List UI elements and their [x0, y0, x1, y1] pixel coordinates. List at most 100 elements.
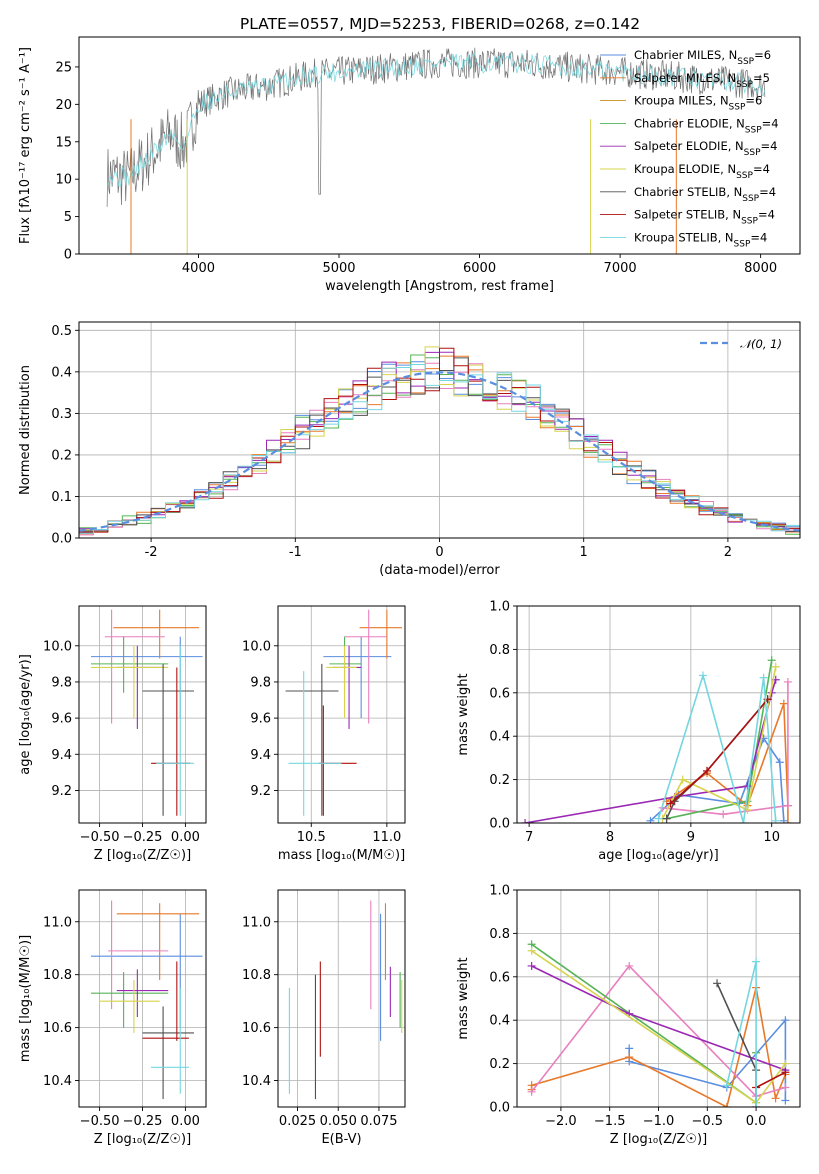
weight-marker [783, 819, 792, 823]
weight-marker [666, 799, 675, 808]
tick-label-x: 0.075 [360, 1114, 397, 1129]
tick-label-y: 10 [55, 173, 72, 188]
x-axis-label: Z [log₁₀(Z/Z☉)] [94, 1132, 191, 1147]
chart-layer: 4000 5000 6000 7000 80000510152025wavelength… [18, 36, 801, 1147]
legend-entry: Chabrier STELIB, NSSP=4 [634, 185, 776, 204]
model-spectrum [106, 52, 766, 187]
weight-marker [698, 671, 707, 680]
weight-marker [783, 677, 792, 686]
tick-label-x: −2.0 [545, 1114, 577, 1129]
tick-label-x: −1.0 [643, 1114, 675, 1129]
plot-area [521, 656, 792, 823]
errorbar-point [104, 609, 165, 724]
tick-label-x: -2 [145, 545, 158, 560]
errorbar-point [113, 609, 200, 659]
weight-marker [662, 814, 671, 823]
tick-label-y: 5 [64, 210, 72, 225]
tick-label-y: 0.2 [489, 773, 510, 788]
weight-marker [767, 656, 776, 665]
tick-label-y: 0.8 [489, 927, 510, 942]
tick-label-x: 4000 [182, 261, 215, 276]
errorbar-point [329, 636, 362, 693]
tick-label-y: 9.2 [51, 784, 72, 799]
tick-label-x: 0.025 [279, 1114, 316, 1129]
weight-marker [739, 819, 748, 823]
tick-label-x: 0.00 [171, 1114, 200, 1129]
plot-area [285, 609, 402, 816]
tick-label-x: 1 [580, 545, 588, 560]
legend-entry: Salpeter STELIB, NSSP=4 [634, 208, 775, 227]
tick-label-y: 0.4 [489, 1014, 510, 1029]
tick-label-y: 0 [64, 248, 72, 263]
weight-marker [783, 801, 792, 810]
x-axis-label: Z [log₁₀(Z/Z☉)] [94, 848, 191, 863]
tick-label-x: 0 [435, 545, 443, 560]
x-axis-label: age [log₁₀(age/yr)] [598, 848, 719, 863]
weight-marker [625, 961, 634, 970]
y-axis-label: Flux [fλ10⁻¹⁷ erg cm⁻² s⁻¹ A⁻¹] [18, 47, 33, 244]
tick-label-x: -1 [289, 545, 302, 560]
tick-label-y: 0.2 [51, 448, 72, 463]
errorbar-point [91, 636, 169, 693]
tick-label-y: 10.8 [43, 968, 72, 983]
histogram-series [79, 364, 800, 534]
tick-label-y: 10.6 [43, 1021, 72, 1036]
tick-label-x: 0.050 [320, 1114, 357, 1129]
weight-marker [752, 1103, 761, 1107]
weight-series [527, 961, 790, 1075]
tick-label-x: 5000 [322, 261, 355, 276]
tick-label-y: 9.4 [51, 748, 72, 763]
weight-marker [775, 758, 784, 767]
legend-entry: Kroupa ELODIE, NSSP=4 [634, 162, 770, 181]
errorbar-point [359, 609, 402, 659]
tick-label-x: −0.5 [692, 1114, 724, 1129]
tick-label-x: 2 [724, 545, 732, 560]
weight-marker [771, 1094, 780, 1103]
errorbar-point [288, 671, 342, 816]
weight-marker [713, 979, 722, 988]
panel-mass-vs-EBV: 0.025 0.050 0.075 10.4 10.6 10.8 11.0 E(B-V) [242, 889, 406, 1147]
errorbar-point [151, 987, 189, 1094]
tick-label-y: 10.8 [242, 968, 271, 983]
weight-marker [527, 961, 536, 970]
y-axis-label: Normed distribution [18, 365, 33, 495]
errorbar-point [344, 609, 387, 724]
errorbar-point [326, 645, 357, 719]
weight-marker [719, 810, 728, 819]
x-axis-label: mass [log₁₀(M/M☉)] [278, 848, 405, 863]
errorbar-point [142, 961, 189, 1041]
x-axis-label: E(B-V) [321, 1132, 361, 1147]
axes-frame [277, 605, 406, 824]
errorbar-point [108, 900, 169, 1010]
tick-label-y: 20 [55, 98, 72, 113]
tick-label-y: 0.5 [51, 324, 72, 339]
legend-entry: Chabrier ELODIE, NSSP=4 [634, 116, 779, 135]
weight-marker [779, 816, 788, 823]
weight-marker [527, 1087, 536, 1096]
y-axis-label: mass [log₁₀(M/M☉)] [18, 935, 33, 1062]
tick-label-y: 0.0 [489, 1101, 510, 1116]
errorbar-point [91, 913, 203, 1028]
weight-marker [781, 1016, 790, 1025]
tick-label-x: −0.25 [123, 1114, 163, 1129]
weight-marker [771, 662, 780, 671]
tick-label-x: 11.0 [372, 830, 401, 845]
axes-frame [78, 321, 801, 539]
weight-marker [781, 1059, 790, 1068]
tick-label-y: 0.8 [489, 643, 510, 658]
errorbar-point [99, 979, 160, 1033]
tick-label-y: 0.0 [51, 532, 72, 547]
errorbar-point [116, 969, 169, 1018]
weight-series [527, 983, 790, 1107]
weight-marker [527, 946, 536, 955]
plot-area [91, 900, 203, 1100]
weight-line [755, 1071, 786, 1089]
weight-marker [771, 816, 780, 823]
legend-entry: 𝒩(0, 1) [740, 337, 782, 351]
gaussian-reference-curve [79, 371, 800, 532]
weight-marker [678, 775, 687, 784]
axes-frame [78, 605, 207, 824]
weight-marker [781, 1096, 790, 1105]
tick-label-x: 7000 [604, 261, 637, 276]
